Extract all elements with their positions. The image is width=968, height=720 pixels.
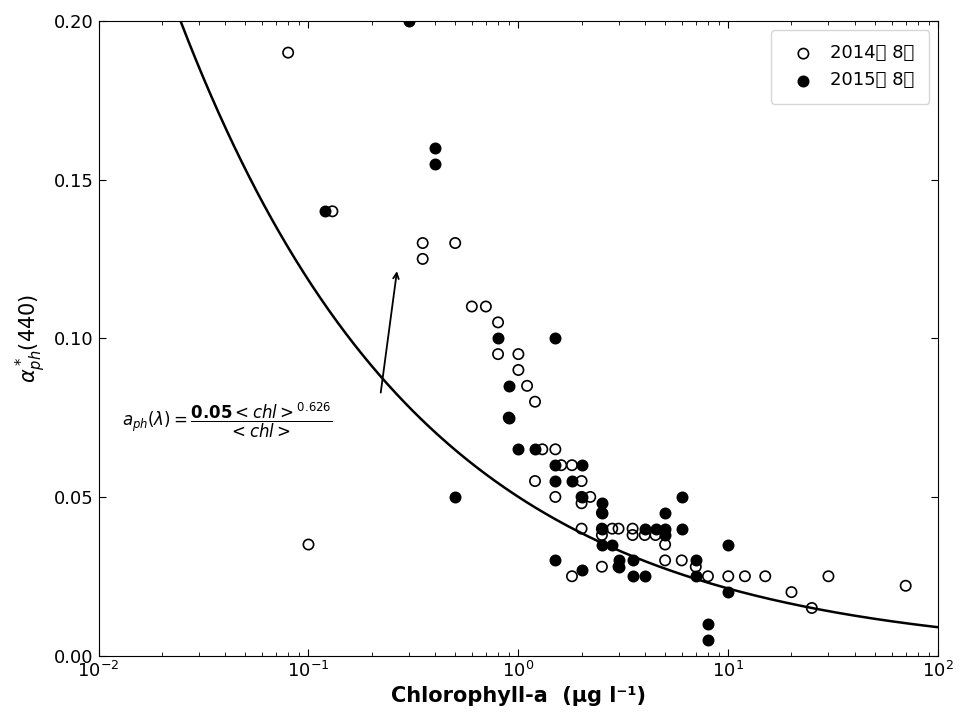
2015년 8월 [611, 561, 626, 572]
X-axis label: Chlorophyll-a  (μg l⁻¹): Chlorophyll-a (μg l⁻¹) [391, 686, 646, 706]
2015년 8월 [564, 475, 580, 487]
2015년 8월 [657, 507, 673, 518]
2014년 8월 [478, 301, 494, 312]
2015년 8월 [447, 491, 463, 503]
2015년 8월 [604, 539, 620, 550]
2014년 8월 [625, 529, 641, 541]
2014년 8월 [447, 238, 463, 249]
2015년 8월 [548, 475, 563, 487]
2014년 8월 [301, 539, 317, 550]
2014년 8월 [501, 412, 517, 423]
2014년 8월 [554, 459, 569, 471]
2015년 8월 [594, 539, 610, 550]
2014년 8월 [324, 205, 340, 217]
2014년 8월 [594, 561, 610, 572]
2015년 8월 [574, 491, 590, 503]
2014년 8월 [548, 491, 563, 503]
2014년 8월 [594, 529, 610, 541]
2014년 8월 [415, 253, 431, 265]
2014년 8월 [574, 523, 590, 534]
2014년 8월 [720, 570, 736, 582]
2015년 8월 [625, 554, 641, 566]
2014년 8월 [511, 348, 527, 360]
2014년 8월 [511, 364, 527, 376]
2014년 8월 [898, 580, 914, 592]
2014년 8월 [657, 539, 673, 550]
2015년 8월 [427, 158, 442, 169]
2015년 8월 [528, 444, 543, 455]
2014년 8월 [281, 47, 296, 58]
2014년 8월 [674, 554, 689, 566]
Text: $\mathit{a}_{ph}(\lambda)=\dfrac{\mathbf{0.05}<\mathit{chl}>^{0.626}}{<\mathit{c: $\mathit{a}_{ph}(\lambda)=\dfrac{\mathbf… [123, 401, 333, 441]
Legend: 2014년 8월, 2015년 8월: 2014년 8월, 2015년 8월 [771, 30, 929, 104]
2014년 8월 [528, 475, 543, 487]
2015년 8월 [318, 205, 333, 217]
2015년 8월 [674, 523, 689, 534]
2014년 8월 [688, 561, 704, 572]
2015년 8월 [700, 618, 715, 629]
2014년 8월 [594, 507, 610, 518]
2014년 8월 [574, 498, 590, 509]
2015년 8월 [637, 523, 652, 534]
2014년 8월 [625, 523, 641, 534]
2015년 8월 [574, 564, 590, 576]
2015년 8월 [501, 380, 517, 392]
2014년 8월 [548, 444, 563, 455]
2015년 8월 [688, 554, 704, 566]
2015년 8월 [574, 459, 590, 471]
2015년 8월 [611, 554, 626, 566]
2015년 8월 [700, 634, 715, 646]
2015년 8월 [720, 539, 736, 550]
2015년 8월 [594, 523, 610, 534]
2014년 8월 [611, 561, 626, 572]
2014년 8월 [637, 529, 652, 541]
2014년 8월 [604, 523, 620, 534]
2014년 8월 [564, 459, 580, 471]
2014년 8월 [464, 301, 479, 312]
2014년 8월 [520, 380, 535, 392]
2014년 8월 [821, 570, 836, 582]
2014년 8월 [528, 396, 543, 408]
2014년 8월 [415, 238, 431, 249]
2014년 8월 [583, 491, 598, 503]
2015년 8월 [637, 570, 652, 582]
2015년 8월 [427, 142, 442, 153]
2015년 8월 [401, 15, 416, 27]
2014년 8월 [611, 523, 626, 534]
2015년 8월 [657, 523, 673, 534]
2014년 8월 [574, 491, 590, 503]
2014년 8월 [804, 602, 820, 613]
2015년 8월 [594, 498, 610, 509]
2014년 8월 [657, 554, 673, 566]
2015년 8월 [657, 529, 673, 541]
2014년 8월 [491, 348, 506, 360]
2014년 8월 [491, 317, 506, 328]
2014년 8월 [574, 475, 590, 487]
2015년 8월 [648, 523, 663, 534]
Y-axis label: $\alpha^*_{ph}(440)$: $\alpha^*_{ph}(440)$ [14, 294, 48, 383]
2015년 8월 [674, 491, 689, 503]
2015년 8월 [720, 586, 736, 598]
2015년 8월 [491, 333, 506, 344]
2014년 8월 [564, 570, 580, 582]
2014년 8월 [700, 570, 715, 582]
2015년 8월 [625, 570, 641, 582]
2015년 8월 [548, 333, 563, 344]
2014년 8월 [534, 444, 550, 455]
2014년 8월 [738, 570, 753, 582]
2014년 8월 [758, 570, 773, 582]
2015년 8월 [501, 412, 517, 423]
2015년 8월 [548, 459, 563, 471]
2015년 8월 [688, 570, 704, 582]
2014년 8월 [594, 523, 610, 534]
2015년 8월 [511, 444, 527, 455]
2014년 8월 [784, 586, 800, 598]
2015년 8월 [548, 554, 563, 566]
2015년 8월 [594, 507, 610, 518]
2014년 8월 [648, 529, 663, 541]
